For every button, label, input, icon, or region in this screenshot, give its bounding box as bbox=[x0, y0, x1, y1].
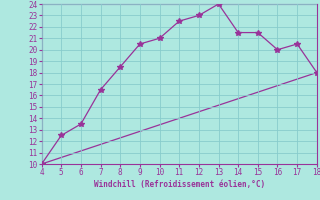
X-axis label: Windchill (Refroidissement éolien,°C): Windchill (Refroidissement éolien,°C) bbox=[94, 180, 265, 189]
